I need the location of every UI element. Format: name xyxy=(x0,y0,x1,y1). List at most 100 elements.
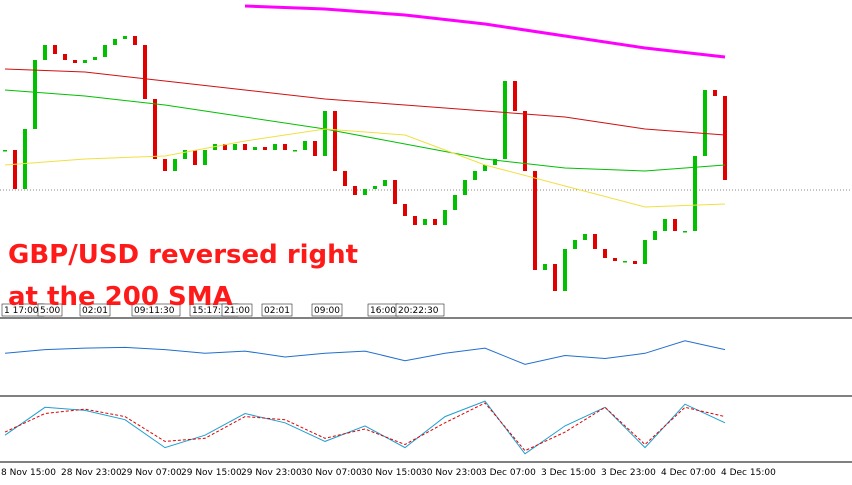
candle xyxy=(643,240,647,264)
candle xyxy=(343,171,347,186)
x-tick-label: 30 Nov 15:00 xyxy=(361,468,422,478)
candle xyxy=(33,60,37,129)
candle xyxy=(313,141,317,156)
time-marker: 02:01 xyxy=(264,306,290,316)
candle xyxy=(703,90,707,156)
candle xyxy=(223,144,227,150)
candle xyxy=(673,219,677,231)
candle xyxy=(513,81,517,111)
candle xyxy=(153,99,157,159)
candle xyxy=(263,147,267,150)
x-tick-label: 28 Nov 23:00 xyxy=(61,468,122,478)
candle xyxy=(293,150,297,152)
candle xyxy=(53,45,57,54)
candle xyxy=(443,210,447,225)
candle xyxy=(113,39,117,45)
ma-200 xyxy=(244,4,726,59)
time-marker: 09:00 xyxy=(314,306,340,316)
time-marker: 02:01 xyxy=(82,306,108,316)
candle xyxy=(413,216,417,225)
candle xyxy=(453,195,457,210)
x-tick-label: 29 Nov 23:00 xyxy=(241,468,302,478)
candle xyxy=(23,129,27,189)
candle xyxy=(93,57,97,60)
x-tick-label: 3 Dec 15:00 xyxy=(541,468,596,478)
candle xyxy=(393,180,397,204)
candle xyxy=(373,186,377,189)
candle xyxy=(633,261,637,264)
time-marker-box xyxy=(395,303,445,317)
moving-average xyxy=(4,128,726,208)
candle xyxy=(183,150,187,159)
candle xyxy=(463,180,467,195)
x-tick-label: 3 Dec 23:00 xyxy=(601,468,656,478)
candle xyxy=(603,249,607,258)
candle xyxy=(583,234,587,240)
stochastic-line xyxy=(4,400,726,455)
time-marker: 16:00 xyxy=(370,306,396,316)
candle xyxy=(73,60,77,63)
candle xyxy=(3,150,7,152)
candle xyxy=(333,111,337,171)
moving-average xyxy=(4,89,726,172)
candle xyxy=(363,189,367,195)
candle xyxy=(663,219,667,231)
x-tick-label: 4 Dec 07:00 xyxy=(661,468,716,478)
candle xyxy=(143,45,147,99)
x-tick-label: 3 Dec 07:00 xyxy=(481,468,536,478)
candle xyxy=(43,45,47,60)
x-tick-label: 30 Nov 23:00 xyxy=(421,468,482,478)
indicator-line xyxy=(4,340,726,365)
candle xyxy=(493,159,497,165)
x-tick-label: 4 Dec 15:00 xyxy=(721,468,776,478)
candle xyxy=(383,180,387,186)
candle xyxy=(613,258,617,261)
candle xyxy=(193,150,197,165)
annotation: GBP/USD reversed right xyxy=(8,240,358,270)
candle xyxy=(713,90,717,96)
candle xyxy=(353,186,357,195)
x-tick-label: 30 Nov 07:00 xyxy=(301,468,362,478)
candle xyxy=(173,159,177,171)
candle xyxy=(483,165,487,171)
candle xyxy=(303,141,307,150)
candle xyxy=(273,144,277,150)
time-marker-box xyxy=(79,303,111,317)
candle xyxy=(723,96,727,180)
stochastic-line xyxy=(4,402,726,452)
candle xyxy=(403,204,407,216)
candle xyxy=(253,147,257,150)
candle xyxy=(233,144,237,150)
candle xyxy=(283,144,287,150)
candle xyxy=(683,231,687,233)
time-marker-box xyxy=(131,303,181,317)
candle xyxy=(543,264,547,270)
candle xyxy=(243,144,247,150)
time-marker: 09:11:30 xyxy=(134,306,175,316)
time-marker: 20:22:30 xyxy=(398,306,439,316)
candle xyxy=(593,234,597,249)
candle xyxy=(693,156,697,231)
time-marker-box xyxy=(261,303,293,317)
time-marker: 21:00 xyxy=(224,306,250,316)
x-tick-label: 29 Nov 07:00 xyxy=(121,468,182,478)
candle xyxy=(433,219,437,225)
candle xyxy=(83,60,87,63)
candle xyxy=(533,171,537,270)
x-tick-label: 8 Nov 15:00 xyxy=(1,468,56,478)
moving-average xyxy=(4,68,726,136)
candle xyxy=(13,150,17,189)
candle xyxy=(503,81,507,159)
candle xyxy=(553,264,557,291)
candle xyxy=(523,111,527,171)
candle xyxy=(123,36,127,39)
candle xyxy=(323,111,327,156)
candle xyxy=(423,219,427,225)
time-marker-box xyxy=(221,303,253,317)
x-tick-label: 29 Nov 15:00 xyxy=(181,468,242,478)
candle xyxy=(163,159,167,171)
annotation: at the 200 SMA xyxy=(8,282,233,312)
